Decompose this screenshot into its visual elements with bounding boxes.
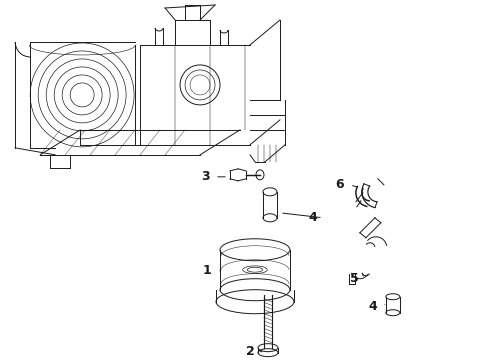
- Text: 3: 3: [201, 170, 209, 183]
- Text: 1: 1: [203, 264, 211, 277]
- Text: 4: 4: [368, 300, 377, 313]
- Text: 5: 5: [349, 272, 358, 285]
- Text: 4: 4: [309, 211, 318, 224]
- Text: 2: 2: [245, 345, 254, 358]
- Text: 6: 6: [336, 178, 344, 191]
